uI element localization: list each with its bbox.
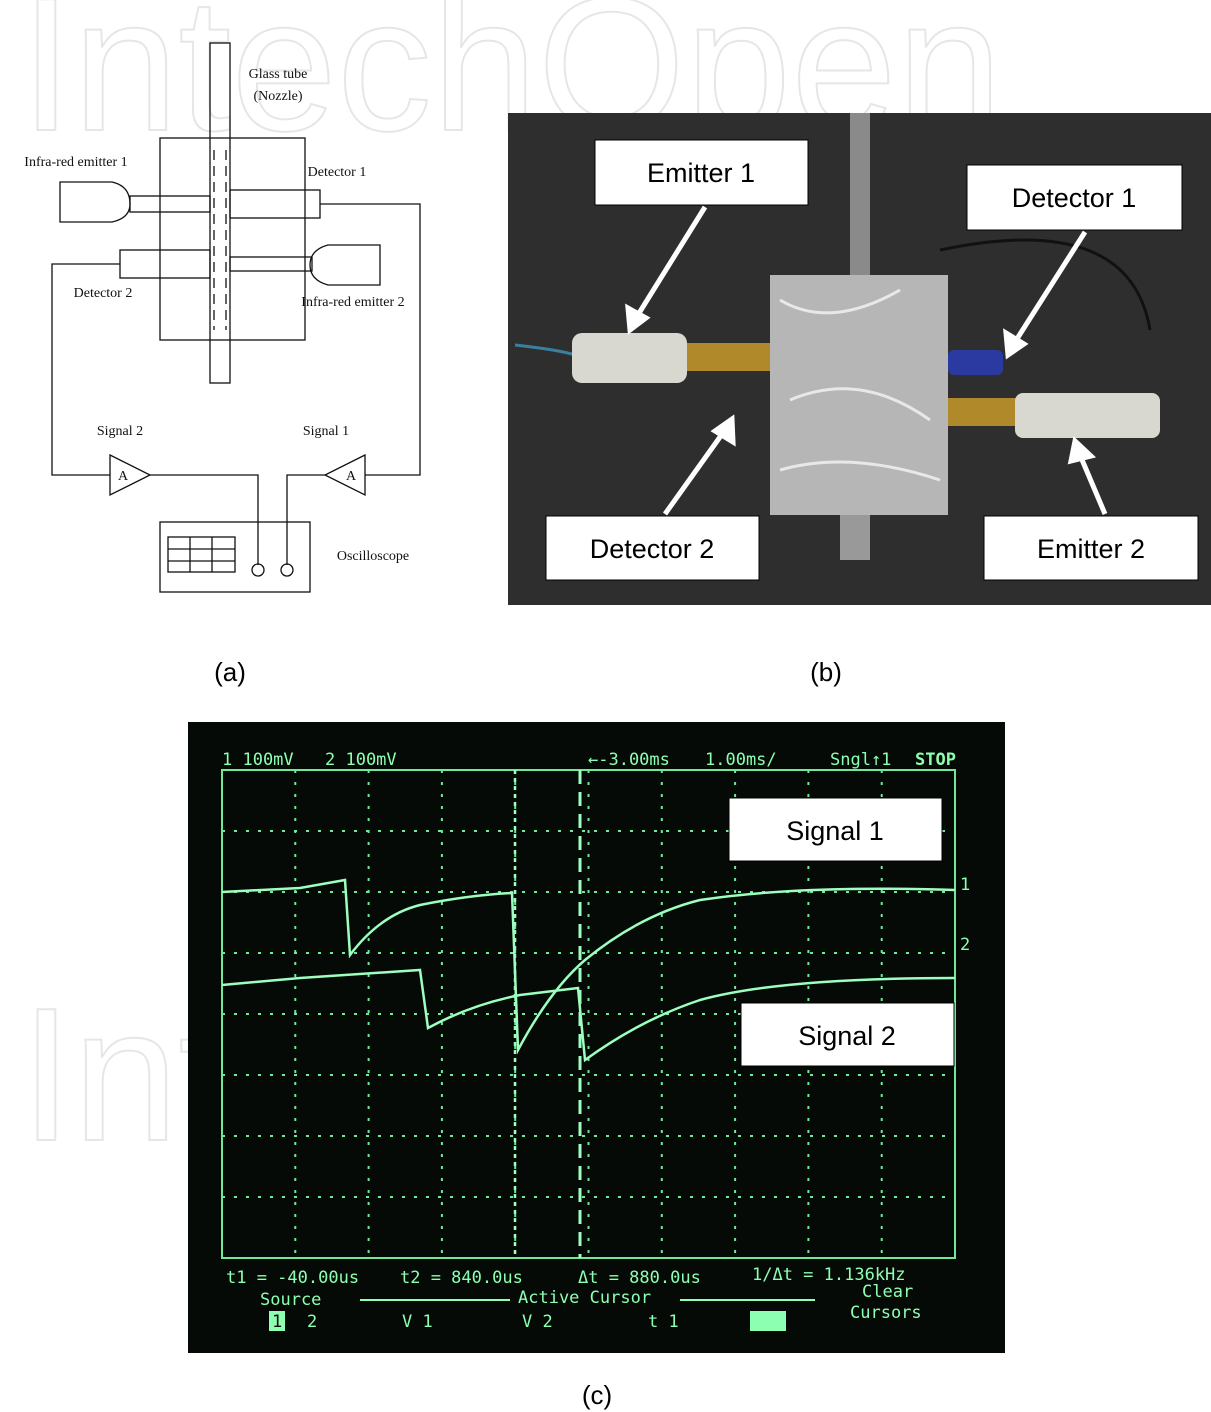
label: (Nozzle)	[254, 89, 303, 104]
scope-text: Source	[260, 1290, 321, 1310]
scope-text: 1	[272, 1312, 282, 1332]
scope-text: 1.00ms/	[705, 750, 777, 770]
scope-text: STOP	[915, 750, 956, 770]
scope-text: 1 100mV	[222, 750, 294, 770]
callout-label: Emitter 2	[1037, 534, 1145, 564]
scope-text: Cursors	[850, 1303, 922, 1323]
scope-text: Sngl↑1	[830, 750, 891, 770]
scope-text: Δt = 880.0us	[578, 1268, 701, 1288]
callout-label: Signal 1	[786, 816, 884, 846]
label: A	[346, 469, 357, 484]
label: Oscilloscope	[337, 549, 409, 564]
callout-label: Detector 1	[1012, 183, 1137, 213]
scope-text: 1	[960, 875, 970, 895]
callout-label: Detector 2	[590, 534, 715, 564]
callout-label: Signal 2	[798, 1021, 896, 1051]
label: Signal 2	[97, 424, 143, 439]
scope-text: V 1	[402, 1312, 433, 1332]
scope-text: t 1	[648, 1312, 679, 1332]
label: Infra-red emitter 1	[24, 155, 127, 170]
label: A	[118, 469, 129, 484]
label: Glass tube	[249, 67, 308, 82]
caption: (a)	[214, 657, 246, 687]
scope-text: V 2	[522, 1312, 553, 1332]
scope-text: 2	[960, 935, 970, 955]
scope-text: t2 = 840.0us	[400, 1268, 523, 1288]
label: Detector 2	[74, 286, 133, 301]
scope-text: t1 = -40.00us	[226, 1268, 359, 1288]
label: Signal 1	[303, 424, 349, 439]
callout-label: Emitter 1	[647, 158, 755, 188]
caption: (b)	[810, 657, 842, 687]
caption: (c)	[582, 1380, 612, 1410]
label: Detector 1	[308, 165, 367, 180]
scope-text: Active Cursor	[518, 1288, 651, 1308]
label: Infra-red emitter 2	[301, 295, 404, 310]
scope-text: 2	[307, 1312, 317, 1332]
figure: IntechOpen IntechOpen Glass tube (Nozzle…	[0, 0, 1211, 1412]
scope-text: ←-3.00ms	[588, 750, 670, 770]
scope-text: Clear	[862, 1282, 913, 1302]
scope-text: 2 100mV	[325, 750, 397, 770]
